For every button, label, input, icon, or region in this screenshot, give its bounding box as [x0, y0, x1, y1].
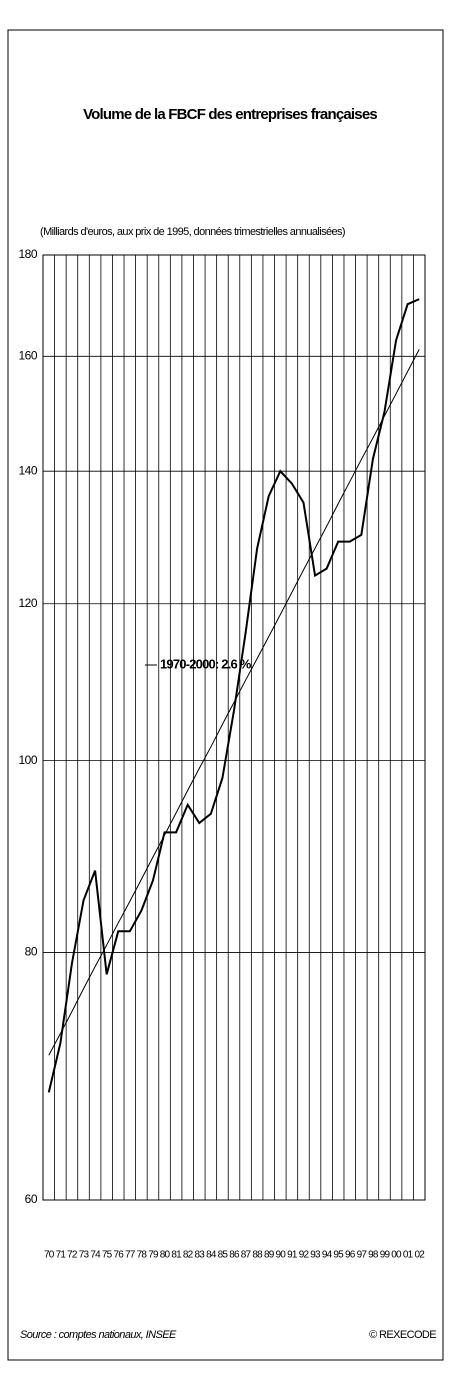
y-tick-label: 100	[18, 753, 37, 767]
x-tick-label: 86	[229, 1250, 240, 1261]
x-tick-label: 74	[90, 1250, 101, 1261]
x-tick-label: 00	[391, 1250, 402, 1261]
credit: © REXECODE	[369, 1329, 436, 1341]
y-tick-label: 140	[18, 463, 37, 477]
x-tick-label: 91	[287, 1250, 298, 1261]
x-tick-label: 77	[125, 1250, 136, 1261]
x-tick-label: 75	[102, 1250, 113, 1261]
x-tick-label: 71	[56, 1250, 67, 1261]
data-line	[47, 298, 420, 1093]
x-tick-label: 98	[368, 1250, 379, 1261]
x-tick-label: 70	[44, 1250, 55, 1261]
x-tick-label: 87	[241, 1250, 252, 1261]
y-tick-label: 120	[18, 596, 37, 610]
x-tick-label: 89	[264, 1250, 275, 1261]
trend-line	[48, 349, 420, 1056]
y-tick-label: 180	[18, 247, 37, 261]
x-tick-label: 83	[195, 1250, 206, 1261]
x-tick-label: 81	[171, 1250, 182, 1261]
y-tick-label: 60	[25, 1192, 38, 1206]
x-tick-label: 79	[148, 1250, 159, 1261]
x-tick-label: 84	[206, 1250, 217, 1261]
x-tick-label: 95	[333, 1250, 344, 1261]
x-tick-label: 92	[299, 1250, 310, 1261]
chart-title: Volume de la FBCF des entreprises frança…	[83, 106, 377, 123]
x-tick-label: 01	[403, 1250, 414, 1261]
source: Source : comptes nationaux, INSEE	[20, 1329, 177, 1341]
x-tick-label: 88	[252, 1250, 263, 1261]
frame	[7, 29, 444, 1361]
y-tick-label: 160	[18, 348, 37, 362]
x-tick-label: 93	[310, 1250, 321, 1261]
x-tick-label: 90	[276, 1250, 287, 1261]
x-tick-label: 82	[183, 1250, 194, 1261]
x-tick-label: 96	[345, 1250, 356, 1261]
x-tick-label: 97	[357, 1250, 368, 1261]
x-tick-label: 99	[380, 1250, 391, 1261]
subtitle: (Milliards d'euros, aux prix de 1995, do…	[40, 226, 345, 238]
x-tick-label: 78	[137, 1250, 148, 1261]
x-tick-label: 94	[322, 1250, 333, 1261]
x-tick-label: 80	[160, 1250, 171, 1261]
x-tick-label: 02	[414, 1250, 425, 1261]
x-tick-label: 76	[113, 1250, 124, 1261]
legend-label: 1970-2000: 2.6 %	[160, 656, 252, 671]
y-tick-label: 80	[25, 945, 38, 959]
x-tick-label: 85	[218, 1250, 229, 1261]
plot-area	[42, 254, 426, 1201]
x-tick-label: 73	[79, 1250, 90, 1261]
x-tick-label: 72	[67, 1250, 78, 1261]
